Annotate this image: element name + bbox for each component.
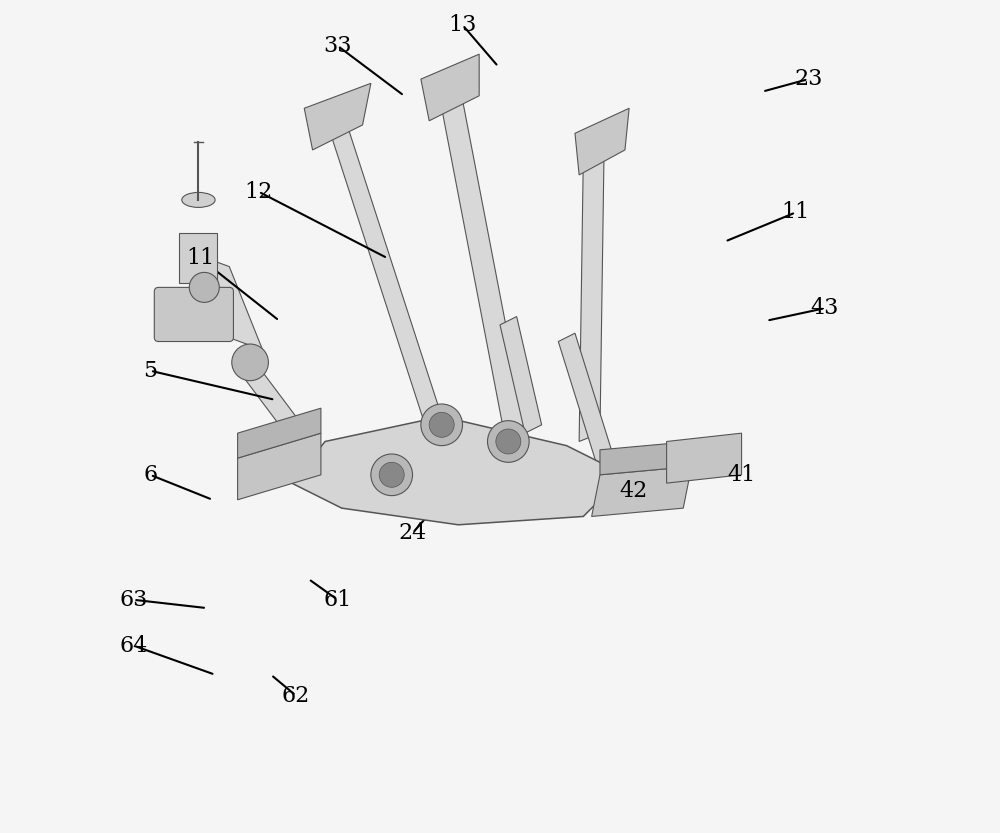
Circle shape (189, 272, 219, 302)
Polygon shape (592, 466, 692, 516)
Polygon shape (304, 83, 371, 150)
Text: 11: 11 (186, 247, 214, 269)
Circle shape (429, 412, 454, 437)
Text: 62: 62 (282, 685, 310, 706)
Polygon shape (579, 146, 604, 441)
Ellipse shape (182, 192, 215, 207)
Text: 33: 33 (323, 35, 352, 57)
Text: 42: 42 (619, 481, 647, 502)
Polygon shape (242, 367, 358, 508)
Text: 41: 41 (727, 464, 756, 486)
Text: 11: 11 (782, 202, 810, 223)
Circle shape (379, 462, 404, 487)
Text: 12: 12 (244, 181, 273, 202)
Polygon shape (600, 441, 692, 475)
Polygon shape (442, 100, 525, 433)
Polygon shape (238, 408, 321, 458)
Polygon shape (421, 54, 479, 121)
Polygon shape (575, 108, 629, 175)
Circle shape (421, 404, 463, 446)
Text: 24: 24 (398, 522, 427, 544)
Text: 5: 5 (143, 360, 157, 382)
Polygon shape (500, 317, 542, 433)
Circle shape (371, 454, 413, 496)
Polygon shape (667, 433, 742, 483)
Polygon shape (558, 333, 617, 475)
Text: 43: 43 (811, 297, 839, 319)
FancyBboxPatch shape (154, 287, 233, 342)
Text: 23: 23 (794, 68, 822, 90)
Circle shape (232, 344, 268, 381)
Text: 64: 64 (119, 635, 148, 656)
Text: 63: 63 (119, 589, 148, 611)
Polygon shape (183, 250, 263, 350)
Polygon shape (325, 108, 442, 425)
Polygon shape (238, 433, 321, 500)
Text: 6: 6 (143, 464, 157, 486)
Polygon shape (179, 233, 217, 283)
Circle shape (496, 429, 521, 454)
Circle shape (488, 421, 529, 462)
Polygon shape (292, 416, 625, 525)
Text: 61: 61 (323, 589, 352, 611)
Text: 13: 13 (448, 14, 477, 36)
